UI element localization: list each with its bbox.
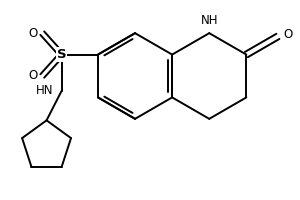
Text: HN: HN bbox=[36, 84, 54, 97]
Text: O: O bbox=[29, 27, 38, 40]
Text: S: S bbox=[57, 48, 66, 61]
Text: O: O bbox=[283, 28, 292, 41]
Text: NH: NH bbox=[200, 14, 218, 27]
Text: O: O bbox=[29, 69, 38, 82]
